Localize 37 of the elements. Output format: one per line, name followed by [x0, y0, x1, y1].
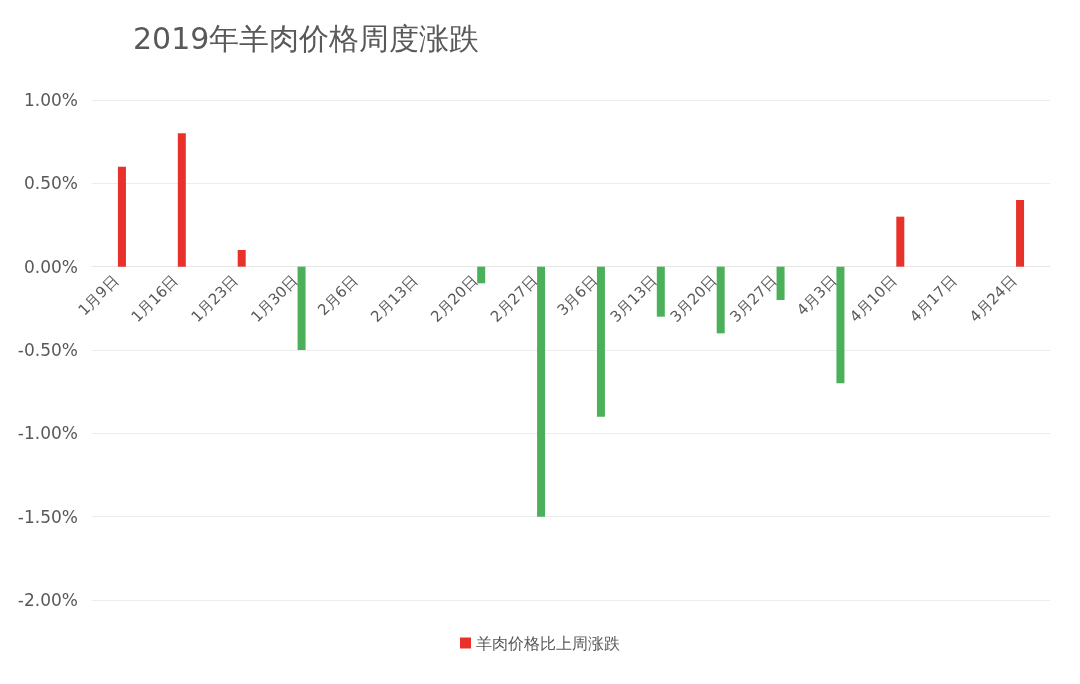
x-tick-label: 1月30日	[247, 271, 302, 326]
x-tick-label: 4月3日	[793, 271, 841, 320]
x-tick-label: 1月23日	[187, 271, 242, 326]
bar	[297, 266, 306, 350]
bar	[1016, 200, 1025, 267]
x-tick-label: 1月16日	[127, 271, 182, 326]
bar	[716, 266, 725, 334]
bar	[237, 250, 246, 267]
y-tick-label: 1.00%	[23, 90, 78, 110]
x-tick-label: 4月17日	[906, 271, 961, 326]
x-tick-label: 2月20日	[427, 271, 482, 326]
x-tick-label: 3月13日	[606, 271, 661, 326]
x-tick-label: 2月27日	[486, 271, 542, 326]
x-tick-label: 4月10日	[846, 271, 901, 326]
bar	[656, 266, 665, 317]
bar	[117, 166, 126, 267]
bar	[477, 266, 486, 284]
legend-label: 羊肉价格比上周涨跌	[476, 633, 620, 653]
y-tick-label: 0.00%	[23, 256, 78, 277]
bar	[836, 266, 845, 384]
bar	[776, 266, 785, 300]
bar	[537, 266, 546, 517]
x-tick-label: 2月13日	[367, 271, 422, 326]
x-tick-label: 4月24日	[965, 271, 1021, 326]
y-tick-label: -1.00%	[17, 423, 78, 444]
y-tick-label: 0.50%	[23, 173, 78, 194]
bar	[177, 133, 186, 267]
x-tick-label: 3月20日	[666, 271, 721, 326]
y-tick-label: -1.50%	[17, 506, 78, 527]
bar	[896, 216, 905, 267]
chart-title: 2019年羊肉价格周度涨跌	[133, 20, 480, 56]
x-tick-label: 3月27日	[726, 271, 781, 326]
x-tick-label: 3月6日	[553, 271, 601, 320]
y-tick-label: -2.00%	[17, 590, 78, 610]
bar	[596, 266, 605, 417]
y-tick-label: -0.50%	[17, 340, 78, 360]
x-tick-label: 2月6日	[314, 271, 362, 320]
